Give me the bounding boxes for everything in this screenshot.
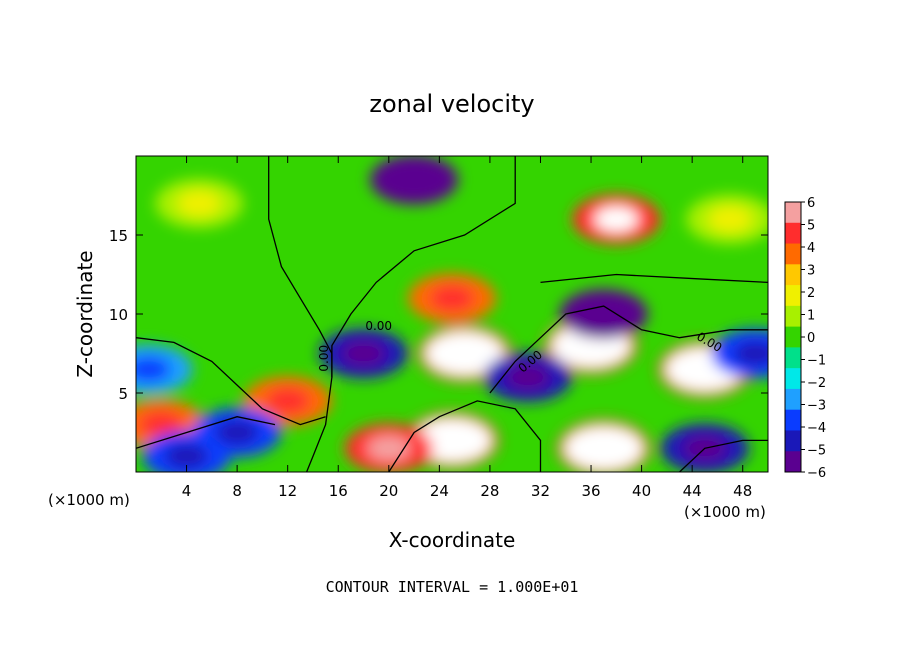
field-feature-core-11 [139,411,184,438]
contour-line-1 [305,156,516,472]
x-tick-label-44: 44 [683,482,702,500]
colorbar-label-6: 0 [807,331,815,346]
x-axis-ticks: 4 8 12 16 20 24 28 32 36 40 44 48 [182,156,752,500]
x-axis-label: X-coordinate [389,528,516,552]
colorbar-swatch-1 [785,222,801,245]
field-blobs [136,156,768,472]
field-feature-3 [425,331,505,376]
x-tick-label-8: 8 [232,482,242,500]
field-feature-core-20 [708,206,753,232]
colorbar: 6 5 4 3 2 1 0 −1 −2 −3 −4 −5 −6 [784,196,826,481]
colorbar-swatch-10 [785,409,801,431]
field-feature-core-0 [392,166,437,193]
colorbar-swatch-2 [785,243,801,265]
field-feature-core-8 [581,301,626,327]
colorbar-label-0: 6 [807,196,815,211]
field-feature-core-1 [594,206,639,232]
colorbar-label-9: −3 [807,399,826,414]
colorbar-label-4: 2 [807,286,815,301]
colorbar-label-10: −4 [807,421,826,436]
colorbar-label-5: 1 [807,309,815,324]
colorbar-label-12: −6 [807,466,826,481]
colorbar-swatch-5 [785,305,801,328]
colorbar-swatch-7 [785,347,801,369]
x-tick-label-20: 20 [379,482,398,500]
field-feature-core-17 [733,340,768,367]
field-feature-core-12 [265,388,310,414]
x-tick-label-16: 16 [329,482,348,500]
contour-line-2 [136,337,326,426]
x-tick-label-4: 4 [182,482,192,500]
colorbar-label-3: 3 [807,264,815,279]
heatmap-field [136,156,768,472]
colorbar-swatch-4 [785,285,801,307]
field-feature-core-14 [136,356,171,383]
colorbar-swatch-0 [785,202,801,224]
y-axis-ticks: 5 10 15 [109,227,768,403]
field-feature-core-15 [164,443,209,470]
colorbar-label-2: 4 [807,241,815,256]
contour-line-4 [540,273,768,284]
field-feature-core-7 [505,364,550,391]
colorbar-label-11: −5 [807,444,826,459]
field-feature-core-13 [215,419,260,446]
contour-line-5 [489,305,768,394]
colorbar-swatch-12 [785,451,801,473]
y-tick-label-10: 10 [109,306,128,324]
x-tick-label-48: 48 [733,482,752,500]
x-tick-label-28: 28 [480,482,499,500]
contour-line-6 [388,400,542,472]
y-tick-label-5: 5 [118,385,128,403]
x-tick-label-24: 24 [430,482,449,500]
contour-line-7 [679,439,768,472]
colorbar-swatch-3 [785,264,801,286]
contour-lines [136,156,768,472]
field-feature-core-6 [341,340,386,367]
colorbar-label-7: −1 [807,354,826,369]
x-unit-label-right: (×1000 m) [684,503,766,521]
colorbar-swatch-8 [785,368,801,390]
x-tick-label-12: 12 [278,482,297,500]
field-feature-core-19 [177,190,222,217]
contour-label-0: 0.00 [317,345,331,372]
y-axis-label: Z-coordinate [73,250,97,377]
x-tick-label-32: 32 [531,482,550,500]
colorbar-label-1: 5 [807,219,815,234]
colorbar-swatch-9 [785,388,801,411]
field-feature-core-2 [430,285,474,312]
contour-line-3 [136,416,276,449]
y-tick-label-15: 15 [109,227,128,245]
field-feature-10 [564,425,644,471]
contour-interval-footer: CONTOUR INTERVAL = 1.000E+01 [326,578,579,596]
chart-title: zonal velocity [369,90,534,118]
colorbar-label-8: −2 [807,376,826,391]
colorbar-swatch-6 [785,326,801,348]
contour-label-1: 0.00 [365,319,392,333]
x-tick-label-40: 40 [632,482,651,500]
x-unit-label-left: (×1000 m) [48,491,130,509]
colorbar-swatch-11 [785,430,801,452]
x-tick-label-36: 36 [581,482,600,500]
